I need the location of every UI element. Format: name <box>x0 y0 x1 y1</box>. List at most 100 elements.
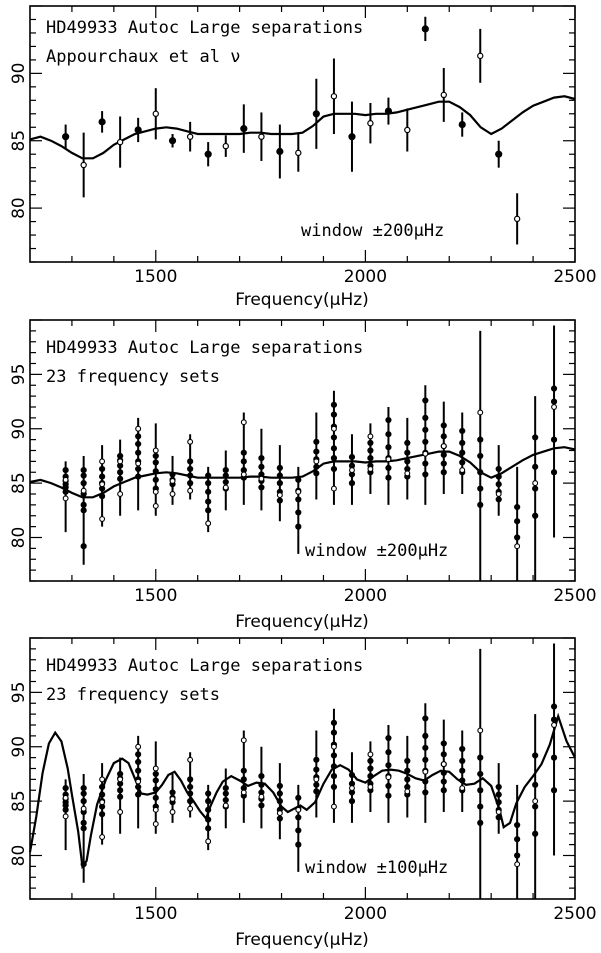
data-point-solid <box>117 770 124 778</box>
data-point-open <box>169 491 176 497</box>
data-point-open <box>80 161 87 169</box>
data-point-open <box>186 133 194 140</box>
data-point-solid <box>440 751 447 758</box>
data-point-open <box>62 476 69 483</box>
data-point-solid <box>117 793 124 800</box>
data-point-solid <box>152 476 159 483</box>
data-point-solid <box>295 523 302 530</box>
panel-1-xlabel: Frequency(μHz) <box>235 290 369 310</box>
data-point-solid <box>459 459 466 466</box>
data-point-solid <box>80 798 87 805</box>
data-point-solid <box>240 767 247 774</box>
data-point-open <box>135 425 142 432</box>
data-point-solid <box>440 460 447 467</box>
data-point-solid <box>276 472 283 479</box>
data-point-open <box>477 409 484 416</box>
data-point-solid <box>99 783 106 791</box>
data-point-solid <box>258 802 265 809</box>
data-point-solid <box>258 484 265 491</box>
data-point-solid <box>135 473 142 480</box>
data-point-solid <box>205 472 212 479</box>
data-point-open <box>367 120 374 127</box>
data-point-solid <box>313 448 320 455</box>
data-point-open <box>258 793 265 800</box>
data-point-solid <box>258 463 265 470</box>
data-point-solid <box>152 794 159 801</box>
data-point-solid <box>205 825 212 832</box>
data-point-open <box>152 765 159 772</box>
data-point-solid <box>99 791 106 798</box>
data-point-solid <box>440 422 447 429</box>
data-point-solid <box>134 126 142 134</box>
data-point-solid <box>99 493 106 500</box>
data-point-solid <box>348 133 356 141</box>
data-point-solid <box>313 788 320 795</box>
data-point-solid <box>80 480 87 487</box>
panel-1-ticks: 1500 2000 2500 80 85 90 <box>9 5 597 287</box>
data-point-solid <box>459 449 466 456</box>
data-point-open <box>187 756 194 763</box>
data-point-open <box>330 485 337 492</box>
y-tick-label: 90 <box>9 63 29 85</box>
data-point-solid <box>477 436 484 443</box>
data-point-open <box>258 133 265 140</box>
data-point-open <box>532 798 539 805</box>
data-point-solid <box>117 452 124 460</box>
data-point-solid <box>187 458 194 465</box>
panel-2-xlabel: Frequency(μHz) <box>235 612 369 632</box>
data-point-solid <box>477 787 484 794</box>
data-point-solid <box>422 715 429 722</box>
y-tick-label: 90 <box>9 736 29 758</box>
data-point-solid <box>367 765 374 772</box>
data-point-solid <box>80 819 87 826</box>
data-point-open <box>222 142 229 150</box>
data-point-solid <box>440 433 447 440</box>
data-point-solid <box>62 466 69 474</box>
panel-3-data-points <box>62 643 558 899</box>
data-point-solid <box>204 150 212 158</box>
data-point-solid <box>459 757 466 764</box>
data-point-open <box>276 492 283 499</box>
data-point-solid <box>422 789 429 796</box>
data-point-solid <box>459 745 466 753</box>
x-tick-label: 1500 <box>134 904 177 924</box>
data-point-solid <box>495 481 502 488</box>
data-point-solid <box>477 803 484 810</box>
data-point-solid <box>440 469 447 476</box>
data-point-open <box>349 467 355 474</box>
data-point-solid <box>477 469 484 476</box>
data-point-open <box>276 810 283 817</box>
data-point-solid <box>404 776 411 783</box>
data-point-solid <box>205 798 212 805</box>
data-point-solid <box>240 125 248 133</box>
data-point-solid <box>367 757 374 764</box>
data-point-solid <box>152 777 159 784</box>
y-tick-label: 80 <box>9 845 29 867</box>
data-point-open <box>385 774 392 781</box>
data-point-solid <box>495 150 503 158</box>
data-point-solid <box>169 789 176 796</box>
data-point-solid <box>532 781 539 788</box>
data-point-open <box>367 466 374 472</box>
data-point-solid <box>295 509 302 516</box>
data-point-open <box>117 458 124 465</box>
data-point-solid <box>459 767 466 774</box>
data-point-solid <box>152 770 159 778</box>
data-point-solid <box>117 475 124 482</box>
data-point-solid <box>348 453 356 461</box>
data-point-open <box>349 785 355 792</box>
data-point-solid <box>440 787 447 794</box>
data-point-solid <box>385 782 392 790</box>
data-point-open <box>330 425 337 432</box>
data-point-solid <box>205 816 212 823</box>
data-point-solid <box>459 777 466 784</box>
data-point-open <box>152 110 159 117</box>
y-tick-label: 85 <box>9 130 29 152</box>
data-point-open <box>330 93 338 100</box>
data-point-solid <box>550 716 558 723</box>
data-point-open <box>62 794 69 801</box>
data-point-open <box>495 809 502 815</box>
data-point-open <box>367 433 374 440</box>
x-tick-label: 2500 <box>553 586 596 606</box>
data-point-solid <box>205 806 212 813</box>
